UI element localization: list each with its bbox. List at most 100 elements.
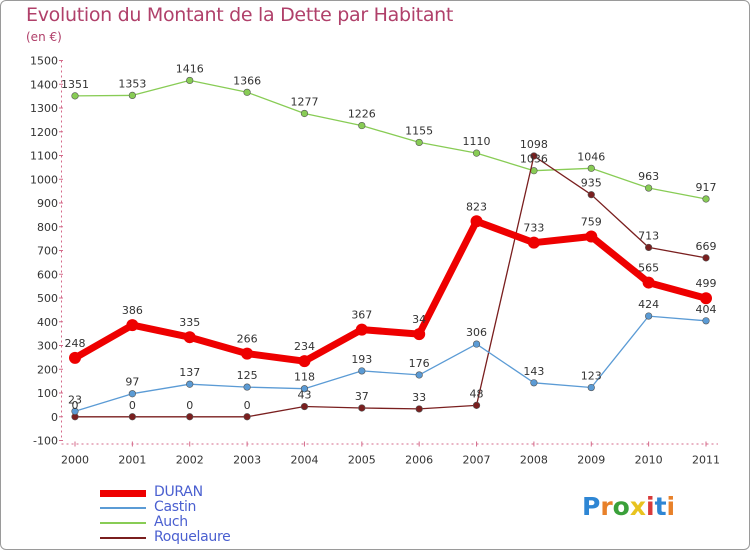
y-tick-label: 1400 [30,78,58,91]
x-tick-label: 2011 [692,454,720,467]
data-label-auch: 1046 [577,150,605,163]
data-point-auch [645,184,653,192]
data-point-duran [183,331,196,344]
data-point-castin [358,367,366,375]
data-label-castin: 306 [466,326,487,339]
data-label-auch: 1416 [176,62,204,75]
data-label-roquelaure: 0 [72,399,79,412]
data-label-auch: 1226 [348,108,376,121]
data-label-auch: 1155 [405,124,433,137]
y-tick-label: 0 [51,411,58,424]
y-tick-label: 200 [37,363,58,376]
data-point-roquelaure [702,254,710,262]
data-point-castin [530,379,538,387]
data-point-castin [415,371,423,379]
data-label-duran: 733 [523,222,544,235]
data-label-roquelaure: 713 [638,229,659,242]
data-label-roquelaure: 0 [129,399,136,412]
data-point-roquelaure [472,401,481,409]
data-point-castin [702,317,710,325]
data-point-roquelaure [186,413,194,421]
x-tick-label: 2002 [176,454,204,467]
data-point-castin [243,383,251,391]
series-line-roquelaure [74,155,707,418]
x-tick-label: 2005 [348,454,376,467]
y-tick-label: 600 [37,268,58,281]
data-point-auch [243,88,251,96]
y-tick-label: 300 [37,340,58,353]
y-tick-label: 500 [37,292,58,305]
legend-swatch [100,507,146,509]
data-label-auch: 1353 [118,77,146,90]
data-label-roquelaure: 669 [696,240,717,253]
logo-letter: x [629,492,646,521]
data-point-auch [300,109,309,118]
data-point-roquelaure [415,405,423,413]
x-tick-label: 2004 [290,454,318,467]
data-label-duran: 823 [466,200,487,213]
legend-swatch [100,522,146,524]
data-label-castin: 125 [237,369,258,382]
data-label-auch: 1036 [520,153,548,166]
y-tick-label: 1500 [30,55,58,68]
data-point-castin [587,383,595,392]
data-label-auch: 917 [696,181,717,194]
data-point-duran [298,355,311,368]
data-label-duran: 565 [638,262,659,275]
data-label-castin: 193 [351,353,372,366]
y-tick-label: 1100 [30,150,58,163]
data-label-duran: 386 [122,304,143,317]
data-point-castin [186,380,194,388]
data-point-castin [472,340,481,348]
y-tick-label: 400 [37,316,58,329]
data-label-roquelaure: 0 [244,399,251,412]
data-point-castin [128,390,136,398]
data-label-auch: 1351 [61,78,89,91]
data-point-duran [470,215,483,228]
data-label-castin: 118 [294,371,315,384]
data-label-roquelaure: 0 [186,399,193,412]
logo-letter: t [654,492,667,521]
y-tick-label: 1200 [30,126,58,139]
legend-label: Castin [154,499,197,515]
x-tick-label: 2001 [118,454,146,467]
data-label-auch: 963 [638,170,659,183]
logo-letter: r [600,492,613,521]
data-label-auch: 1366 [233,74,261,87]
data-label-auch: 1277 [290,95,318,108]
data-label-castin: 176 [409,357,430,370]
data-label-duran: 248 [65,337,86,350]
data-point-auch [587,164,595,172]
data-point-castin [71,407,79,415]
x-tick-label: 2000 [61,454,89,467]
series-line-duran [71,217,710,365]
data-point-duran [355,323,368,336]
data-label-castin: 424 [638,298,659,311]
data-point-duran [241,347,254,360]
y-tick-label: 700 [37,245,58,258]
data-point-duran [69,351,81,364]
data-label-duran: 266 [237,333,258,346]
data-point-duran [126,319,139,332]
chart-title: Evolution du Montant de la Dette par Hab… [26,4,454,26]
data-point-auch [186,76,194,85]
data-label-duran: 234 [294,340,315,353]
data-label-castin: 23 [68,393,82,406]
data-label-duran: 367 [351,309,372,322]
x-tick-label: 2008 [520,454,548,467]
data-point-auch [415,138,423,147]
data-point-duran [700,292,712,305]
data-point-roquelaure [358,404,366,412]
proxiti-logo: Proxiti [582,492,675,521]
data-point-duran [413,328,426,341]
data-label-roquelaure: 935 [581,177,602,190]
data-label-roquelaure: 48 [470,387,484,400]
data-point-auch [358,121,366,130]
data-label-duran: 34 [412,313,426,326]
data-label-castin: 143 [523,365,544,378]
data-point-roquelaure [243,413,251,421]
x-tick-label: 2006 [405,454,433,467]
data-point-duran [642,276,655,289]
data-label-castin: 123 [581,370,602,383]
